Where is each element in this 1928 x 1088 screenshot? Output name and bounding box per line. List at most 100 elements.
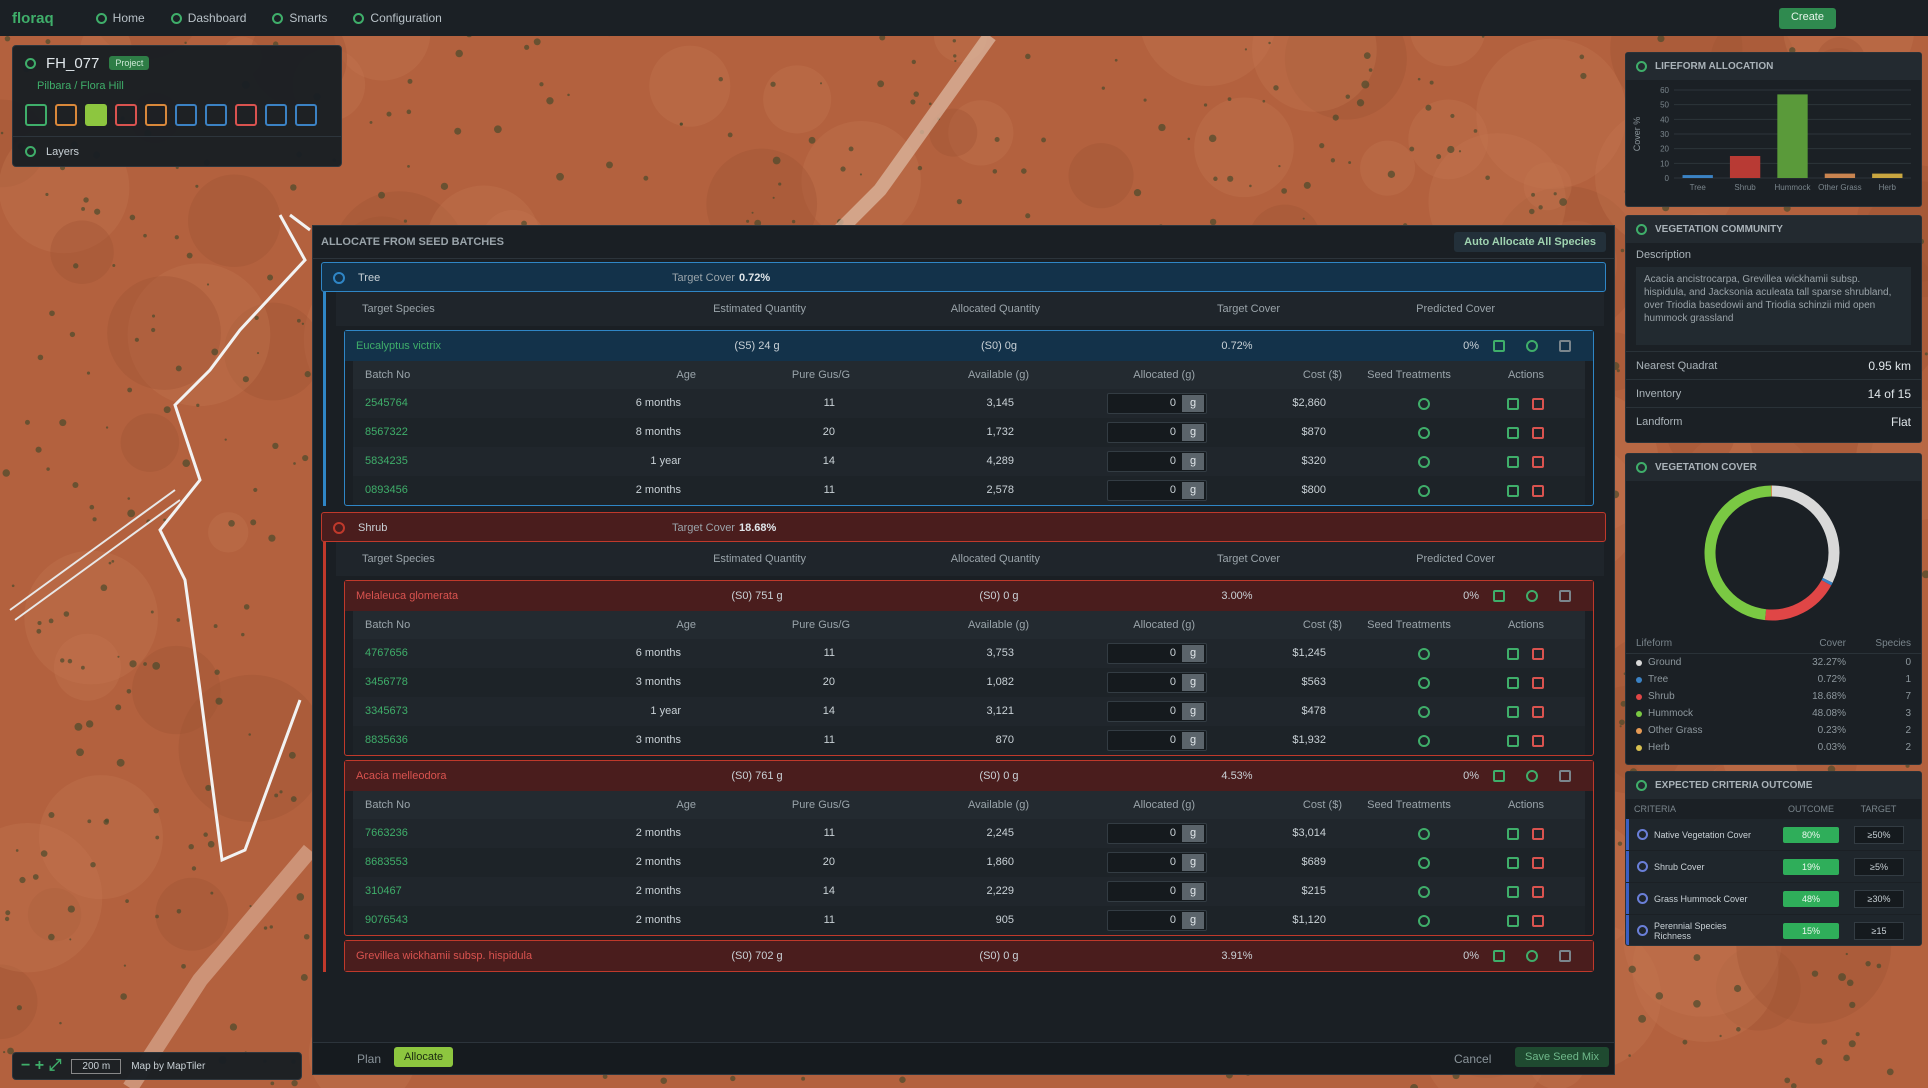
treatment-button[interactable] bbox=[1418, 648, 1430, 660]
add-button[interactable] bbox=[1526, 590, 1538, 602]
edit-button[interactable] bbox=[1507, 735, 1519, 747]
tool-button[interactable] bbox=[295, 104, 317, 126]
unit-button[interactable]: g bbox=[1182, 453, 1204, 470]
add-button[interactable] bbox=[1526, 950, 1538, 962]
layers-row[interactable]: Layers bbox=[13, 136, 341, 166]
treatment-button[interactable] bbox=[1418, 706, 1430, 718]
tool-button[interactable] bbox=[55, 104, 77, 126]
delete-button[interactable] bbox=[1532, 735, 1544, 747]
delete-button[interactable] bbox=[1532, 485, 1544, 497]
cancel-button[interactable]: Cancel bbox=[1454, 1052, 1492, 1066]
tool-button[interactable] bbox=[175, 104, 197, 126]
expand-button[interactable] bbox=[1559, 950, 1571, 962]
treatment-button[interactable] bbox=[1418, 485, 1430, 497]
allocate-tab[interactable]: Allocate bbox=[394, 1047, 454, 1067]
edit-button[interactable] bbox=[1507, 886, 1519, 898]
treatment-button[interactable] bbox=[1418, 828, 1430, 840]
cart-button[interactable] bbox=[1493, 950, 1505, 962]
edit-button[interactable] bbox=[1507, 857, 1519, 869]
unit-button[interactable]: g bbox=[1182, 703, 1204, 720]
unit-button[interactable]: g bbox=[1182, 854, 1204, 871]
delete-button[interactable] bbox=[1532, 857, 1544, 869]
delete-button[interactable] bbox=[1532, 706, 1544, 718]
delete-button[interactable] bbox=[1532, 427, 1544, 439]
delete-button[interactable] bbox=[1532, 398, 1544, 410]
edit-button[interactable] bbox=[1507, 427, 1519, 439]
edit-button[interactable] bbox=[1507, 706, 1519, 718]
unit-button[interactable]: g bbox=[1182, 645, 1204, 662]
brand[interactable]: floraq bbox=[12, 9, 54, 27]
unit-button[interactable]: g bbox=[1182, 674, 1204, 691]
expand-button[interactable] bbox=[1559, 340, 1571, 352]
unit-button[interactable]: g bbox=[1182, 424, 1204, 441]
plan-tab[interactable]: Plan bbox=[357, 1052, 382, 1066]
unit-button[interactable]: g bbox=[1182, 912, 1204, 929]
cart-button[interactable] bbox=[1493, 590, 1505, 602]
treatment-button[interactable] bbox=[1418, 427, 1430, 439]
group-icon[interactable] bbox=[333, 522, 345, 534]
delete-button[interactable] bbox=[1532, 677, 1544, 689]
treatment-button[interactable] bbox=[1418, 735, 1430, 747]
delete-button[interactable] bbox=[1532, 648, 1544, 660]
treatment-button[interactable] bbox=[1418, 456, 1430, 468]
create-button[interactable]: Create bbox=[1778, 8, 1836, 29]
nav-item[interactable]: Home bbox=[95, 11, 145, 25]
treatment-button[interactable] bbox=[1418, 886, 1430, 898]
delete-button[interactable] bbox=[1532, 915, 1544, 927]
tool-button[interactable] bbox=[145, 104, 167, 126]
tool-button[interactable] bbox=[205, 104, 227, 126]
treatment-button[interactable] bbox=[1418, 398, 1430, 410]
map-attribution[interactable]: Map by MapTiler bbox=[131, 1060, 206, 1072]
edit-button[interactable] bbox=[1507, 398, 1519, 410]
unit-button[interactable]: g bbox=[1182, 825, 1204, 842]
add-button[interactable] bbox=[1526, 770, 1538, 782]
edit-button[interactable] bbox=[1507, 677, 1519, 689]
breadcrumb[interactable]: Pilbara / Flora Hill bbox=[37, 80, 124, 92]
tool-button[interactable] bbox=[25, 104, 47, 126]
zoom-icons[interactable]: − + ⤢ bbox=[21, 1057, 62, 1074]
add-button[interactable] bbox=[1526, 340, 1538, 352]
treatment-button[interactable] bbox=[1418, 915, 1430, 927]
nav-item[interactable]: Dashboard bbox=[170, 11, 246, 25]
cart-button[interactable] bbox=[1493, 770, 1505, 782]
tool-button[interactable] bbox=[265, 104, 287, 126]
unit-button[interactable]: g bbox=[1182, 883, 1204, 900]
edit-button[interactable] bbox=[1507, 915, 1519, 927]
cart-button[interactable] bbox=[1493, 340, 1505, 352]
tool-button[interactable] bbox=[85, 104, 107, 126]
tool-button[interactable] bbox=[115, 104, 137, 126]
treatment-button[interactable] bbox=[1418, 677, 1430, 689]
auto-allocate-button[interactable]: Auto Allocate All Species bbox=[1454, 232, 1606, 252]
expand-button[interactable] bbox=[1559, 590, 1571, 602]
nav-item[interactable]: Configuration bbox=[353, 11, 442, 25]
delete-button[interactable] bbox=[1532, 456, 1544, 468]
edit-button[interactable] bbox=[1507, 485, 1519, 497]
unit-button[interactable]: g bbox=[1182, 732, 1204, 749]
group-icon[interactable] bbox=[333, 272, 345, 284]
save-button[interactable]: Save Seed Mix bbox=[1515, 1047, 1609, 1067]
expand-button[interactable] bbox=[1559, 770, 1571, 782]
edit-button[interactable] bbox=[1507, 828, 1519, 840]
delete-button[interactable] bbox=[1532, 886, 1544, 898]
delete-button[interactable] bbox=[1532, 828, 1544, 840]
unit-button[interactable]: g bbox=[1182, 395, 1204, 412]
edit-button[interactable] bbox=[1507, 648, 1519, 660]
treatment-button[interactable] bbox=[1418, 857, 1430, 869]
unit-button[interactable]: g bbox=[1182, 482, 1204, 499]
edit-button[interactable] bbox=[1507, 456, 1519, 468]
tool-button[interactable] bbox=[235, 104, 257, 126]
nav-item[interactable]: Smarts bbox=[272, 11, 327, 25]
age: 1 year bbox=[650, 705, 681, 717]
